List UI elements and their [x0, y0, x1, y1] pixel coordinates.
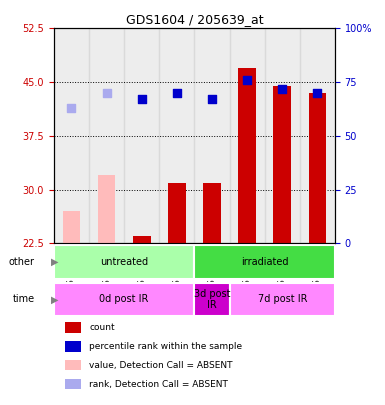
Point: [244, 77, 250, 83]
Bar: [264, 28, 300, 243]
Bar: [168, 183, 186, 243]
Bar: [65, 341, 80, 352]
Bar: [203, 183, 221, 243]
Bar: [65, 379, 80, 389]
Bar: [159, 28, 194, 243]
Bar: [63, 211, 80, 243]
Text: 0d post IR: 0d post IR: [99, 294, 149, 305]
Text: other: other: [8, 257, 35, 267]
Point: [174, 90, 180, 96]
Bar: [54, 28, 89, 243]
Bar: [133, 236, 151, 243]
Bar: [229, 283, 335, 316]
Point: [279, 85, 285, 92]
Bar: [124, 28, 159, 243]
Title: GDS1604 / 205639_at: GDS1604 / 205639_at: [126, 13, 263, 26]
Point: [69, 105, 75, 111]
Bar: [194, 283, 229, 316]
Bar: [309, 93, 326, 243]
Bar: [194, 245, 335, 279]
Bar: [89, 28, 124, 243]
Point: [209, 96, 215, 102]
Text: untreated: untreated: [100, 257, 148, 267]
Text: 7d post IR: 7d post IR: [258, 294, 307, 305]
Text: ▶: ▶: [51, 257, 59, 267]
Text: percentile rank within the sample: percentile rank within the sample: [89, 342, 242, 351]
Text: value, Detection Call = ABSENT: value, Detection Call = ABSENT: [89, 361, 233, 370]
Bar: [54, 245, 194, 279]
Text: irradiated: irradiated: [241, 257, 288, 267]
Bar: [300, 28, 335, 243]
Bar: [238, 68, 256, 243]
Text: count: count: [89, 323, 115, 332]
Text: ▶: ▶: [51, 294, 59, 305]
Point: [139, 96, 145, 102]
Point: [104, 90, 110, 96]
Bar: [65, 322, 80, 333]
Bar: [194, 28, 229, 243]
Bar: [98, 175, 116, 243]
Bar: [273, 86, 291, 243]
Bar: [65, 360, 80, 371]
Text: time: time: [12, 294, 35, 305]
Text: 3d post
IR: 3d post IR: [194, 289, 230, 310]
Text: rank, Detection Call = ABSENT: rank, Detection Call = ABSENT: [89, 380, 228, 389]
Point: [314, 90, 320, 96]
Bar: [54, 283, 194, 316]
Bar: [229, 28, 265, 243]
